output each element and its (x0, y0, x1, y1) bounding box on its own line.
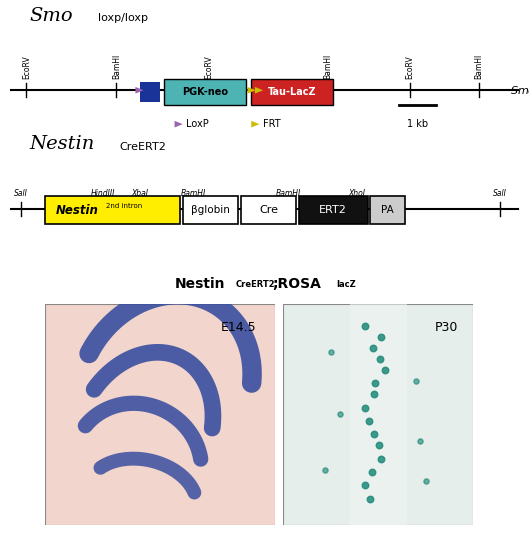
Point (326, 348, 335, 357)
Point (412, 377, 421, 386)
Text: loxp/loxp: loxp/loxp (98, 13, 148, 23)
Text: PA: PA (381, 205, 394, 215)
Point (360, 322, 369, 330)
Text: XhoI: XhoI (349, 189, 366, 198)
Text: 2nd intron: 2nd intron (106, 203, 142, 208)
Text: Smo: Smo (29, 7, 72, 25)
Text: SalI: SalI (14, 189, 28, 198)
Point (369, 344, 377, 352)
Text: CreERT2: CreERT2 (235, 281, 275, 289)
FancyBboxPatch shape (164, 79, 246, 105)
Text: Nestin: Nestin (29, 135, 94, 153)
Text: PGK-neo: PGK-neo (182, 87, 228, 97)
Text: Nestin: Nestin (55, 203, 98, 217)
Polygon shape (175, 121, 183, 127)
Text: E14.5: E14.5 (221, 321, 257, 334)
Point (422, 476, 430, 485)
Text: Cre: Cre (259, 205, 278, 215)
Point (360, 403, 369, 412)
Text: ERT2: ERT2 (320, 205, 347, 215)
FancyBboxPatch shape (183, 196, 238, 224)
Text: βglobin: βglobin (191, 205, 230, 215)
Point (381, 365, 389, 374)
Text: BamHI: BamHI (276, 189, 301, 198)
FancyBboxPatch shape (251, 79, 333, 105)
Point (360, 481, 369, 490)
Text: ;ROSA: ;ROSA (272, 277, 321, 291)
Text: EcoRV: EcoRV (405, 56, 415, 79)
Polygon shape (251, 121, 259, 127)
Point (370, 390, 379, 399)
Text: P30: P30 (435, 321, 458, 334)
Text: XbaI: XbaI (132, 189, 149, 198)
Point (368, 468, 376, 476)
Polygon shape (248, 87, 256, 94)
Text: BamHI: BamHI (323, 54, 333, 79)
Text: Nestin: Nestin (175, 277, 225, 291)
Text: Tau-LacZ: Tau-LacZ (268, 87, 316, 97)
Text: FRT: FRT (263, 119, 280, 129)
FancyBboxPatch shape (45, 196, 180, 224)
Point (375, 441, 383, 450)
FancyBboxPatch shape (370, 196, 405, 224)
Point (366, 494, 374, 503)
Text: EcoRV: EcoRV (22, 56, 31, 79)
Text: $Smo^c$: $Smo^c$ (510, 83, 529, 97)
FancyBboxPatch shape (140, 82, 160, 102)
Point (371, 379, 379, 388)
Point (365, 417, 373, 426)
Text: BamHI: BamHI (474, 54, 484, 79)
Point (377, 333, 385, 341)
Point (370, 430, 379, 439)
Text: lacZ: lacZ (336, 281, 355, 289)
Point (336, 410, 344, 419)
FancyBboxPatch shape (45, 304, 275, 525)
Text: SalI: SalI (493, 189, 507, 198)
Point (377, 454, 386, 463)
Text: HindIII: HindIII (91, 189, 115, 198)
Text: EcoRV: EcoRV (204, 56, 214, 79)
FancyBboxPatch shape (350, 304, 407, 525)
FancyBboxPatch shape (241, 196, 296, 224)
Polygon shape (135, 87, 143, 94)
Point (375, 354, 384, 363)
Text: CreERT2: CreERT2 (119, 142, 166, 152)
FancyBboxPatch shape (283, 304, 473, 525)
FancyBboxPatch shape (299, 196, 368, 224)
Text: BamHI: BamHI (180, 189, 206, 198)
Text: BamHI: BamHI (112, 54, 121, 79)
Point (416, 437, 424, 445)
Text: 1 kb: 1 kb (407, 119, 428, 129)
Text: LoxP: LoxP (186, 119, 209, 129)
Polygon shape (255, 87, 263, 94)
Point (321, 465, 329, 474)
